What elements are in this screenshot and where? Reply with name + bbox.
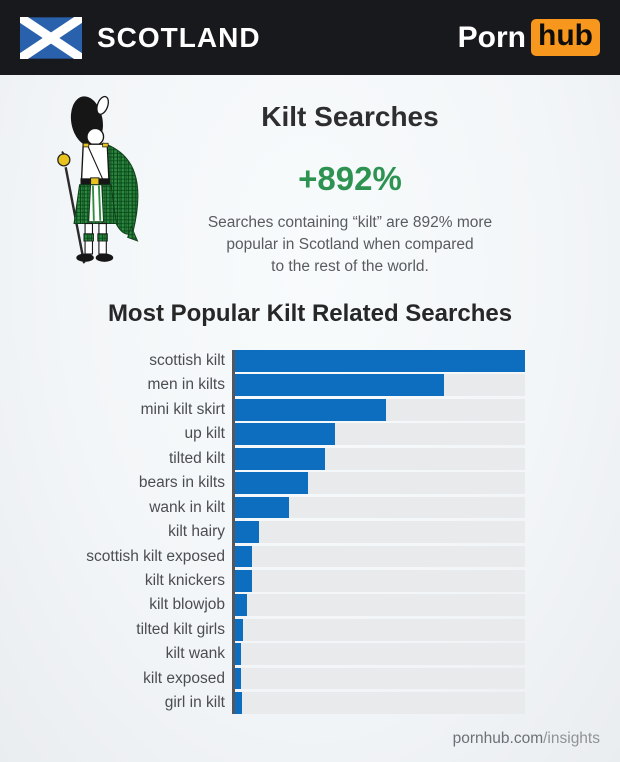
bar <box>235 667 242 690</box>
stat-percentage: +892% <box>298 160 402 197</box>
bar <box>235 692 243 714</box>
footer-url: pornhub.com/insights <box>453 730 600 748</box>
page-title: Kilt Searches <box>261 101 439 132</box>
bar-track <box>235 447 525 470</box>
bar-track <box>235 423 525 446</box>
bar-label: tilted kilt girls <box>136 620 225 638</box>
bar <box>235 350 525 372</box>
bar-track <box>235 472 525 494</box>
bar-label: girl in kilt <box>164 694 225 712</box>
bar-label: kilt blowjob <box>149 596 225 614</box>
pornhub-logo: Porn hub <box>458 19 600 56</box>
bar-track <box>235 667 525 690</box>
bar-track <box>235 398 525 421</box>
stat-description-line: Searches containing “kilt” are 892% more <box>207 214 493 231</box>
chart-row: men in kilts <box>0 374 525 398</box>
chart-row: wank in kilt <box>0 496 525 521</box>
bar-track <box>235 569 525 592</box>
bar-label: up kilt <box>184 425 226 443</box>
chart-row: up kilt <box>0 423 525 447</box>
bar <box>235 618 244 641</box>
bar <box>235 496 289 519</box>
bar-track <box>235 692 525 714</box>
chart-row: kilt wank <box>0 643 525 667</box>
bar <box>235 447 325 470</box>
chart-row: scottish kilt <box>0 350 525 374</box>
region-title: SCOTLAND <box>97 21 261 53</box>
bar <box>235 423 336 446</box>
chart-row: kilt knickers <box>0 569 525 594</box>
chart-row: tilted kilt <box>0 447 525 472</box>
bar-chart-rows: scottish kilt men in kilts mini kilt skirt… <box>0 350 525 717</box>
pornhub-logo-porn: Porn <box>457 20 527 54</box>
bar-label: scottish kilt <box>149 352 225 369</box>
scottish-piper-illustration <box>57 95 139 264</box>
bar-track <box>235 521 525 543</box>
chart-row: kilt exposed <box>0 667 525 692</box>
footer-path: /insights <box>543 730 600 747</box>
bar-track <box>235 594 525 617</box>
bar <box>235 521 259 543</box>
bar-label: kilt exposed <box>143 669 225 687</box>
bar-track <box>235 618 525 641</box>
bar-label: scottish kilt exposed <box>86 547 225 565</box>
bar <box>235 472 308 494</box>
bar <box>235 398 386 421</box>
bar-label: kilt hairy <box>168 523 225 541</box>
bar-label: wank in kilt <box>149 498 225 516</box>
chart-row: kilt hairy <box>0 521 525 545</box>
chart-row: bears in kilts <box>0 472 525 496</box>
pornhub-logo-hub: hub <box>531 19 600 56</box>
bar-chart: scottish kilt men in kilts mini kilt skirt… <box>0 350 525 717</box>
bar-label: mini kilt skirt <box>140 400 225 418</box>
bar-label: men in kilts <box>147 376 225 394</box>
hero-text: Kilt Searches +892% Searches containing … <box>175 75 525 278</box>
bar-track <box>235 545 525 568</box>
bar <box>235 569 253 592</box>
stat-description-line: popular in Scotland when compared <box>226 236 474 253</box>
chart-row: kilt blowjob <box>0 594 525 618</box>
header-bar: SCOTLAND Porn hub <box>0 0 620 75</box>
bar-label: kilt wank <box>165 645 225 663</box>
bar-track <box>235 374 525 397</box>
bar <box>235 374 444 397</box>
bar-label: bears in kilts <box>138 474 225 492</box>
stat-description-line: to the rest of the world. <box>271 258 429 275</box>
bar-label: tilted kilt <box>169 449 225 467</box>
bar <box>235 594 247 617</box>
bar <box>235 545 253 568</box>
chart-row: scottish kilt exposed <box>0 545 525 570</box>
scotland-flag-icon <box>20 16 82 59</box>
bar-track <box>235 350 525 372</box>
bar-label: kilt knickers <box>144 571 225 589</box>
chart-row: mini kilt skirt <box>0 398 525 423</box>
chart-row: tilted kilt girls <box>0 618 525 643</box>
chart-title: Most Popular Kilt Related Searches <box>107 300 513 327</box>
bar <box>235 643 242 666</box>
footer-site: pornhub.com <box>452 730 544 747</box>
hero-section: Kilt Searches +892% Searches containing … <box>0 75 620 285</box>
chart-row: girl in kilt <box>0 692 525 716</box>
chart-axis-line <box>232 350 235 715</box>
bar-track <box>235 643 525 666</box>
bar-track <box>235 496 525 519</box>
stat-description: Searches containing “kilt” are 892% more… <box>175 212 525 278</box>
